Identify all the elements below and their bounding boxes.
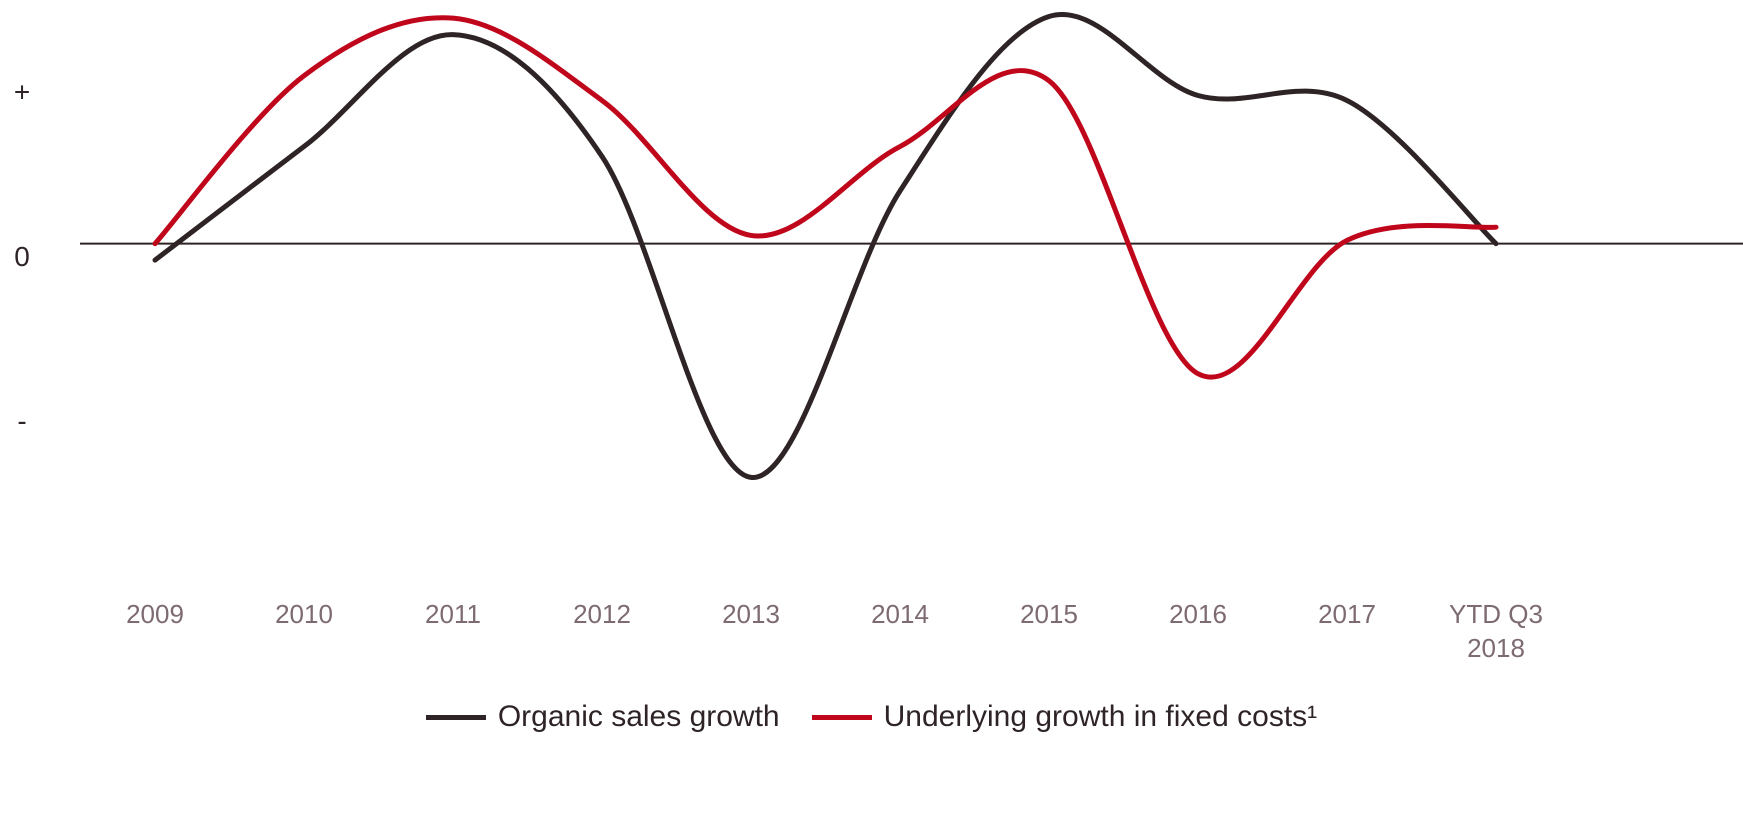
- legend-item: Organic sales growth: [425, 700, 780, 734]
- legend-label: Underlying growth in fixed costs¹: [883, 700, 1318, 733]
- y-tick-label: 0: [14, 241, 30, 272]
- legend-swatch: [811, 714, 872, 720]
- legend-item: Underlying growth in fixed costs¹: [811, 700, 1318, 734]
- x-tick-label: 2017: [1318, 599, 1376, 629]
- x-tick-label: 2015: [1020, 599, 1078, 629]
- series-line: [152, 15, 1499, 380]
- x-tick-label: 2009: [126, 599, 184, 629]
- x-tick-label: YTD Q3 2018: [1449, 599, 1543, 663]
- x-tick-label: 2016: [1169, 599, 1227, 629]
- x-tick-label: 2014: [871, 599, 929, 629]
- legend-swatch: [425, 714, 486, 720]
- y-tick-label: -: [17, 406, 26, 437]
- x-tick-label: 2010: [275, 599, 333, 629]
- x-tick-label: 2011: [425, 599, 481, 629]
- series-line: [152, 12, 1499, 480]
- y-tick-label: +: [14, 76, 30, 107]
- legend-label: Organic sales growth: [497, 700, 780, 733]
- x-tick-label: 2012: [573, 599, 631, 629]
- x-tick-label: 2013: [722, 599, 780, 629]
- legend: Organic sales growth Underlying growth in…: [0, 700, 1743, 734]
